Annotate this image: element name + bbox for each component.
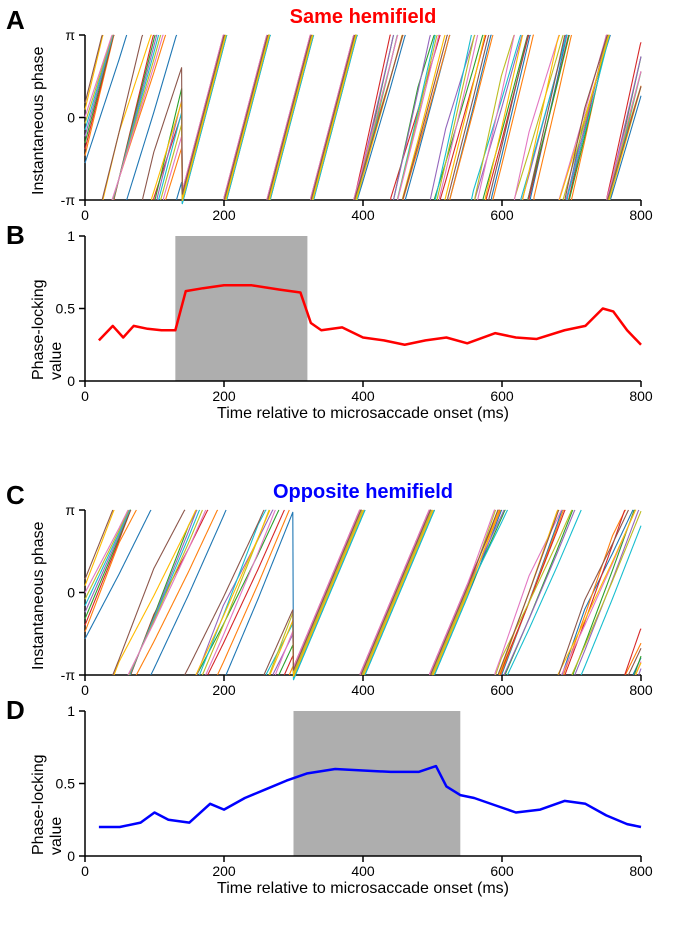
panel-title-c-text: Opposite hemifield (273, 481, 453, 503)
svg-text:0: 0 (67, 110, 75, 126)
svg-text:800: 800 (629, 207, 653, 223)
svg-text:600: 600 (490, 388, 514, 404)
svg-text:-π: -π (61, 192, 76, 208)
svg-text:1: 1 (67, 703, 75, 719)
svg-text:0: 0 (67, 373, 75, 389)
svg-text:400: 400 (351, 682, 375, 698)
svg-text:600: 600 (490, 682, 514, 698)
panel-title-a-text: Same hemifield (290, 6, 437, 28)
svg-text:0: 0 (67, 585, 75, 601)
svg-text:400: 400 (351, 207, 375, 223)
svg-text:1: 1 (67, 228, 75, 244)
panel-label-b: B (6, 220, 25, 251)
svg-text:800: 800 (629, 863, 653, 879)
panel-label-c: C (6, 480, 25, 511)
svg-text:400: 400 (351, 863, 375, 879)
svg-text:200: 200 (212, 682, 236, 698)
panel-label-d: D (6, 695, 25, 726)
panel-title-a: Same hemifield (85, 6, 641, 29)
xlabel-b: Time relative to microsaccade onset (ms) (85, 405, 641, 423)
svg-text:600: 600 (490, 863, 514, 879)
panel-title-c: Opposite hemifield (85, 481, 641, 504)
ylabel-a: Instantaneous phase (30, 45, 48, 195)
svg-text:0.5: 0.5 (56, 776, 76, 792)
svg-text:0: 0 (81, 863, 89, 879)
svg-text:0: 0 (81, 207, 89, 223)
figure: A Same hemifield Instantaneous phase 13-… (0, 0, 696, 952)
svg-text:π: π (65, 502, 75, 518)
plot-area-a: -π0π0200400600800 (85, 35, 641, 200)
svg-text:200: 200 (212, 388, 236, 404)
xlabel-d: Time relative to microsaccade onset (ms) (85, 880, 641, 898)
svg-text:0.5: 0.5 (56, 301, 76, 317)
svg-text:200: 200 (212, 207, 236, 223)
svg-text:800: 800 (629, 682, 653, 698)
ylabel-c: Instantaneous phase (30, 520, 48, 670)
svg-text:400: 400 (351, 388, 375, 404)
svg-text:600: 600 (490, 207, 514, 223)
svg-text:800: 800 (629, 388, 653, 404)
plot-area-d: 00.510200400600800 (85, 711, 641, 856)
plot-area-b: 00.510200400600800 (85, 236, 641, 381)
svg-text:-π: -π (61, 667, 76, 683)
svg-text:0: 0 (81, 682, 89, 698)
svg-text:0: 0 (67, 848, 75, 864)
panel-label-a: A (6, 5, 25, 36)
plot-area-c: -π0π0200400600800 (85, 510, 641, 675)
svg-text:0: 0 (81, 388, 89, 404)
svg-text:π: π (65, 27, 75, 43)
svg-text:200: 200 (212, 863, 236, 879)
